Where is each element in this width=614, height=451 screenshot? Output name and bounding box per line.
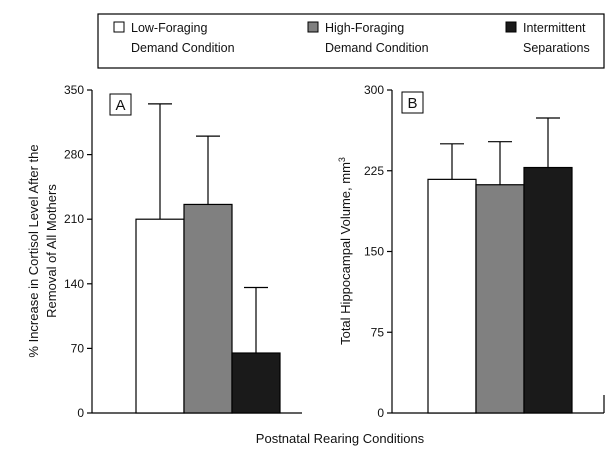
panel-b: 0 75 150 225 300 B Total Hippocampal Volume,… <box>337 83 604 420</box>
panel-a-ticks: 0 70 140 210 280 350 <box>64 83 92 420</box>
panel-b-ylabel: Total Hippocampal Volume, mm3 <box>337 157 353 345</box>
legend-box <box>97 13 605 69</box>
panel-a-bars <box>135 103 281 414</box>
panel-a-bar-low-foraging <box>135 218 185 414</box>
panel-a-letter: A <box>115 97 125 114</box>
panel-a-ylabel-line1: % Increase in Cortisol Level After the <box>26 144 41 357</box>
panel-b-ticks: 0 75 150 225 300 <box>364 83 392 420</box>
panel-b-ytick-label: 75 <box>371 325 385 339</box>
panel-a-ytick-label: 280 <box>64 148 84 162</box>
panel-b-letter-box <box>401 91 424 114</box>
legend-swatch-high-foraging <box>307 21 319 33</box>
x-axis-label: Postnatal Rearing Conditions <box>256 431 425 446</box>
panel-a-letter-box <box>109 93 132 116</box>
legend-label-low-foraging-1: Low-Foraging <box>131 21 207 35</box>
panel-a-ytick-label: 210 <box>64 212 84 226</box>
panel-b-bar-high-foraging <box>475 184 525 414</box>
panel-b-bar-low-foraging <box>427 178 477 414</box>
panel-b-bar-intermittent <box>523 166 573 414</box>
legend: Low-Foraging Demand Condition High-Forag… <box>97 13 605 69</box>
legend-label-low-foraging-2: Demand Condition <box>131 41 235 55</box>
panel-b-ytick-label: 0 <box>377 406 384 420</box>
panel-a-ytick-label: 70 <box>71 341 85 355</box>
legend-swatch-intermittent <box>505 21 517 33</box>
legend-swatch-low-foraging <box>113 21 125 33</box>
panel-b-letter: B <box>407 95 417 112</box>
panel-b-ytick-label: 225 <box>364 164 384 178</box>
panel-a-bar-intermittent <box>231 352 281 414</box>
panel-a-ytick-label: 140 <box>64 277 84 291</box>
panel-a-ylabel-line2: Removal of All Mothers <box>44 184 59 318</box>
panel-b-ytick-label: 300 <box>364 83 384 97</box>
legend-label-high-foraging-1: High-Foraging <box>325 21 404 35</box>
panel-a-bar-high-foraging <box>183 203 233 414</box>
panel-a-ytick-label: 350 <box>64 83 84 97</box>
panel-a: 0 70 140 210 280 350 A % Increase in Cortisol… <box>26 83 302 420</box>
panel-b-ytick-label: 150 <box>364 245 384 259</box>
legend-label-intermittent-2: Separations <box>523 41 590 55</box>
legend-label-high-foraging-2: Demand Condition <box>325 41 429 55</box>
legend-label-intermittent-1: Intermittent <box>523 21 586 35</box>
panel-b-bars <box>427 117 573 414</box>
panel-a-ytick-label: 0 <box>77 406 84 420</box>
